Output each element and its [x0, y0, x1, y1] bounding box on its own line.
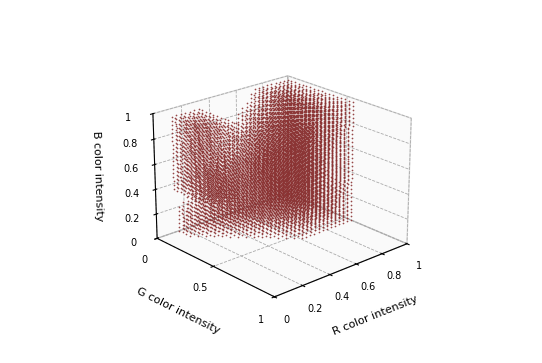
X-axis label: R color intensity: R color intensity: [331, 294, 419, 337]
Y-axis label: G color intensity: G color intensity: [136, 286, 222, 336]
